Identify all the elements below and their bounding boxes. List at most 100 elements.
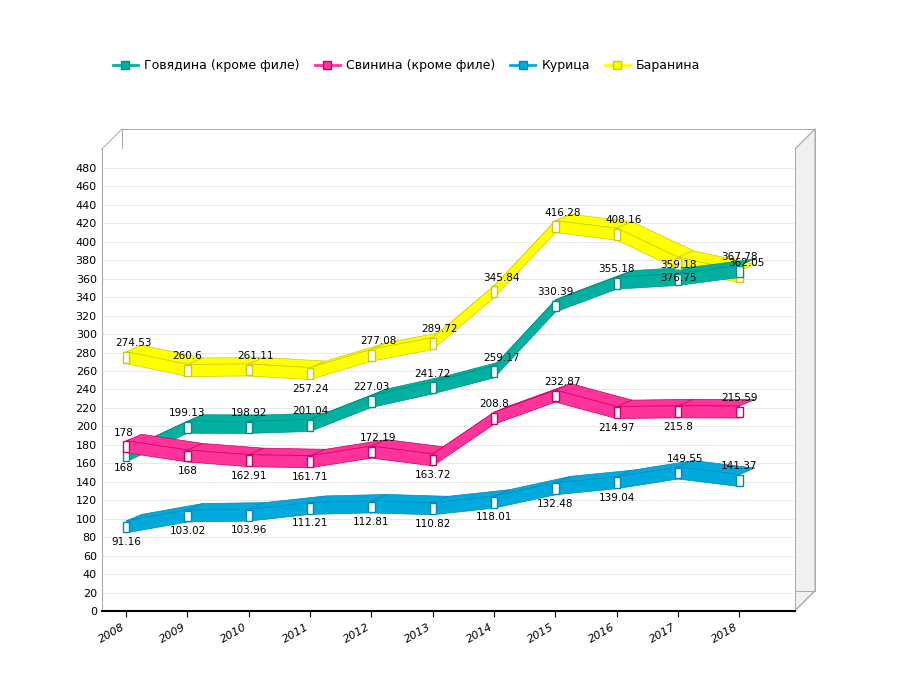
Polygon shape (310, 349, 371, 380)
Polygon shape (371, 446, 432, 466)
Polygon shape (736, 407, 743, 418)
Polygon shape (491, 367, 497, 377)
Polygon shape (246, 422, 252, 433)
Text: 198.92: 198.92 (231, 408, 267, 418)
Polygon shape (555, 277, 617, 312)
Polygon shape (249, 413, 325, 422)
Polygon shape (678, 399, 755, 406)
Polygon shape (310, 389, 387, 420)
Polygon shape (185, 451, 190, 461)
Polygon shape (614, 229, 620, 240)
Polygon shape (555, 477, 617, 495)
Polygon shape (185, 511, 190, 521)
Polygon shape (614, 477, 620, 488)
Text: 111.21: 111.21 (292, 519, 328, 528)
Polygon shape (127, 441, 188, 462)
Text: 330.39: 330.39 (537, 287, 574, 297)
Polygon shape (617, 399, 693, 407)
Polygon shape (123, 521, 129, 532)
Polygon shape (127, 510, 188, 533)
Polygon shape (555, 390, 617, 418)
Text: 259.17: 259.17 (483, 352, 519, 363)
Polygon shape (678, 265, 739, 285)
Polygon shape (369, 396, 374, 407)
Polygon shape (491, 497, 497, 507)
Polygon shape (432, 359, 509, 382)
Text: 168: 168 (114, 463, 133, 473)
Polygon shape (494, 300, 555, 378)
Polygon shape (432, 412, 494, 466)
Polygon shape (249, 496, 325, 509)
Text: 289.72: 289.72 (421, 325, 458, 335)
Polygon shape (736, 475, 743, 486)
Polygon shape (249, 448, 325, 456)
Polygon shape (432, 286, 494, 350)
Polygon shape (432, 490, 509, 502)
Polygon shape (553, 390, 558, 401)
Polygon shape (249, 364, 310, 380)
Text: 132.48: 132.48 (537, 499, 574, 509)
Polygon shape (310, 395, 371, 431)
Polygon shape (369, 502, 374, 513)
Polygon shape (553, 301, 558, 312)
Polygon shape (310, 446, 371, 468)
Text: 416.28: 416.28 (544, 208, 580, 217)
Polygon shape (432, 366, 494, 394)
Polygon shape (371, 439, 448, 454)
Text: 208.8: 208.8 (480, 399, 509, 409)
Polygon shape (432, 496, 494, 515)
Polygon shape (494, 476, 571, 496)
Text: 260.6: 260.6 (173, 351, 202, 361)
Polygon shape (307, 503, 313, 514)
Text: 168: 168 (177, 466, 198, 476)
Polygon shape (555, 271, 632, 300)
Polygon shape (371, 375, 448, 395)
Polygon shape (310, 343, 387, 367)
Polygon shape (553, 483, 558, 494)
Polygon shape (678, 406, 739, 418)
Polygon shape (246, 455, 252, 466)
Polygon shape (185, 422, 190, 433)
Polygon shape (432, 279, 509, 337)
Polygon shape (494, 214, 571, 286)
Polygon shape (246, 365, 252, 375)
Text: 257.24: 257.24 (292, 384, 328, 394)
Polygon shape (553, 221, 558, 232)
Polygon shape (185, 365, 190, 376)
Text: 201.04: 201.04 (292, 406, 328, 416)
Text: 215.8: 215.8 (663, 422, 693, 432)
Text: 261.11: 261.11 (237, 351, 274, 361)
Text: 103.96: 103.96 (231, 525, 267, 535)
Text: 227.03: 227.03 (353, 382, 390, 392)
Polygon shape (675, 258, 681, 269)
Polygon shape (188, 502, 264, 510)
Polygon shape (614, 407, 620, 418)
Text: 215.59: 215.59 (722, 393, 758, 403)
Polygon shape (188, 415, 264, 422)
Polygon shape (123, 441, 129, 452)
Polygon shape (188, 364, 249, 376)
Text: 139.04: 139.04 (599, 493, 635, 502)
Text: 162.91: 162.91 (231, 471, 267, 481)
Polygon shape (432, 406, 509, 454)
Polygon shape (678, 259, 755, 274)
Polygon shape (127, 415, 203, 449)
Polygon shape (736, 272, 743, 282)
Polygon shape (617, 267, 693, 277)
Polygon shape (617, 467, 678, 489)
Polygon shape (371, 382, 432, 407)
Polygon shape (249, 455, 310, 468)
Polygon shape (307, 420, 313, 431)
Text: 277.08: 277.08 (360, 336, 396, 346)
Polygon shape (494, 384, 571, 412)
Text: 232.87: 232.87 (544, 377, 580, 387)
Polygon shape (430, 338, 436, 349)
Polygon shape (249, 358, 325, 367)
Text: 149.55: 149.55 (667, 454, 703, 464)
Polygon shape (249, 420, 310, 433)
Polygon shape (555, 221, 617, 240)
Polygon shape (127, 504, 203, 521)
Polygon shape (678, 467, 739, 487)
Polygon shape (188, 509, 249, 522)
Polygon shape (430, 454, 436, 465)
